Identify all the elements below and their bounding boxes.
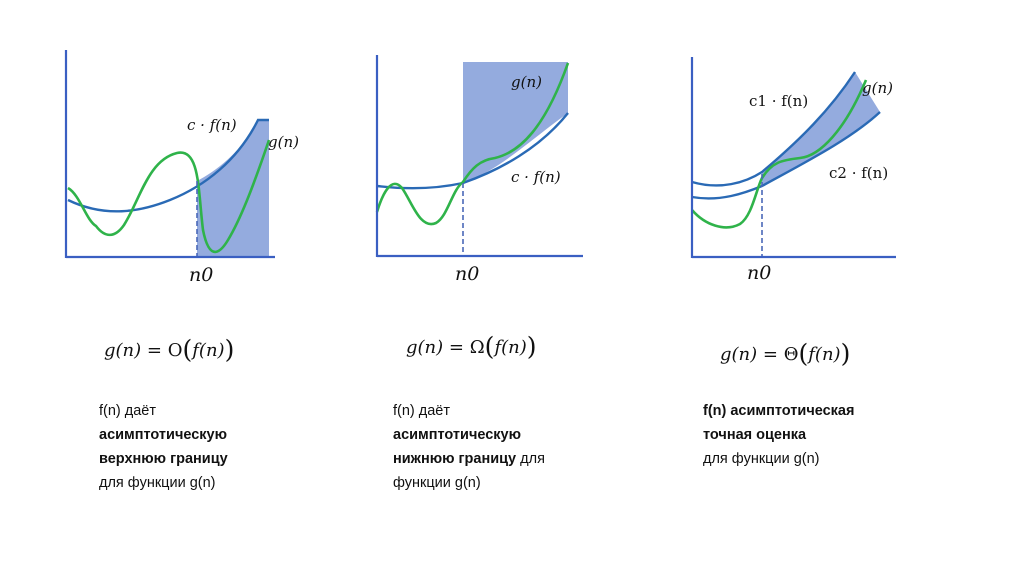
formula-arg: f(n) [494,337,527,358]
g-curve-o [67,139,271,254]
description-big-o: f(n) даёт асимптотическую верхнюю границ… [99,399,319,495]
formula-arg: f(n) [808,344,841,365]
upper-bound-label-theta: c1 · f(n) [749,92,808,110]
formula-paren-open: ( [484,332,495,361]
description-line: асимптотическую [99,427,228,443]
upper-bound-label-o: c · f(n) [187,116,237,134]
description-big-omega: f(n) даёт асимптотическую нижнюю границу… [393,399,613,495]
upper-bound-curve-o [67,118,269,213]
formula-symbol: O [167,340,183,361]
upper-bound-curve-theta [691,71,857,187]
description-line: для функции g(n) [703,451,820,467]
formula-big-theta: g(n) = Θ(f(n)) [720,339,850,366]
shaded-region-omega [463,62,568,183]
panel-big-omega: g(n) c · f(n) n0 [375,55,583,285]
description-line: верхнюю границу [99,451,228,467]
n0-label-omega: n0 [455,263,479,285]
formula-lhs: g(n) [104,340,142,361]
lower-bound-label-theta: c2 · f(n) [829,164,888,182]
formula-paren-close: ) [840,339,851,368]
formula-equals: = [762,344,778,365]
shaded-region-o [197,120,269,257]
formula-paren-close: ) [224,335,235,364]
formula-equals: = [146,340,162,361]
description-line: функции g(n) [393,475,481,491]
panel-big-theta: c1 · f(n) g(n) c2 · f(n) n0 [690,57,896,284]
formula-equals: = [448,337,464,358]
g-label-omega: g(n) [511,73,542,91]
description-line: точная оценка [703,427,807,443]
formula-lhs: g(n) [406,337,444,358]
formula-symbol: Ω [469,337,485,358]
lower-bound-label-omega: c · f(n) [511,168,561,186]
description-line: f(n) асимптотическая [703,403,855,419]
formula-lhs: g(n) [720,344,758,365]
formula-symbol: Θ [783,344,799,365]
lower-bound-curve-theta [691,111,881,200]
description-big-theta: f(n) асимптотическая точная оценка для ф… [703,399,923,471]
g-label-o: g(n) [268,133,299,151]
formula-paren-open: ( [182,335,193,364]
description-line: для функции g(n) [99,475,216,491]
formula-arg: f(n) [192,340,225,361]
formula-paren-close: ) [526,332,537,361]
g-label-theta: g(n) [862,79,893,97]
n0-label-o: n0 [189,264,213,286]
description-line: нижнюю границу для [393,451,545,467]
shaded-region-theta [762,72,880,186]
formula-paren-open: ( [798,339,809,368]
formula-big-o: g(n) = O(f(n)) [104,335,234,362]
description-line: f(n) даёт [393,403,451,419]
panel-big-o: c · f(n) g(n) n0 [64,50,299,286]
n0-label-theta: n0 [747,262,771,284]
g-curve-theta [691,79,868,229]
description-line: f(n) даёт [99,403,157,419]
description-line: асимптотическую [393,427,522,443]
formula-big-omega: g(n) = Ω(f(n)) [406,332,537,359]
g-curve-omega [375,62,570,226]
